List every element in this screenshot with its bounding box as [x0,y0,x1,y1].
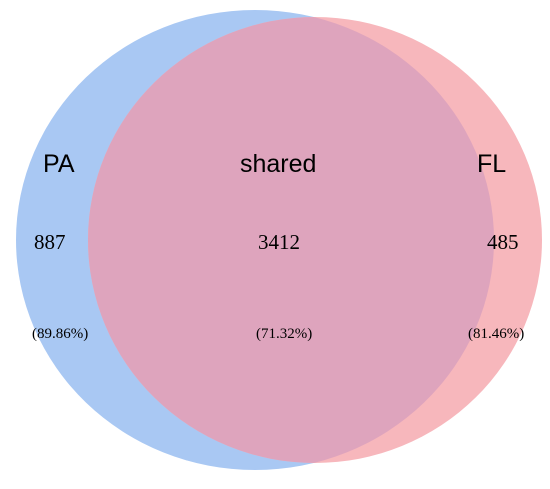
set-pa-count: 887 [34,230,66,254]
overlap-region [88,17,494,463]
shared-percent: (71.32%) [256,326,313,342]
set-fl-percent: (81.46%) [468,326,525,342]
set-pa-percent: (89.86%) [32,326,89,342]
set-pa-label: PA [43,150,75,178]
set-fl-count: 485 [487,230,519,254]
shared-label: shared [240,150,317,178]
set-fl-label: FL [477,150,507,178]
shared-count: 3412 [258,230,300,254]
